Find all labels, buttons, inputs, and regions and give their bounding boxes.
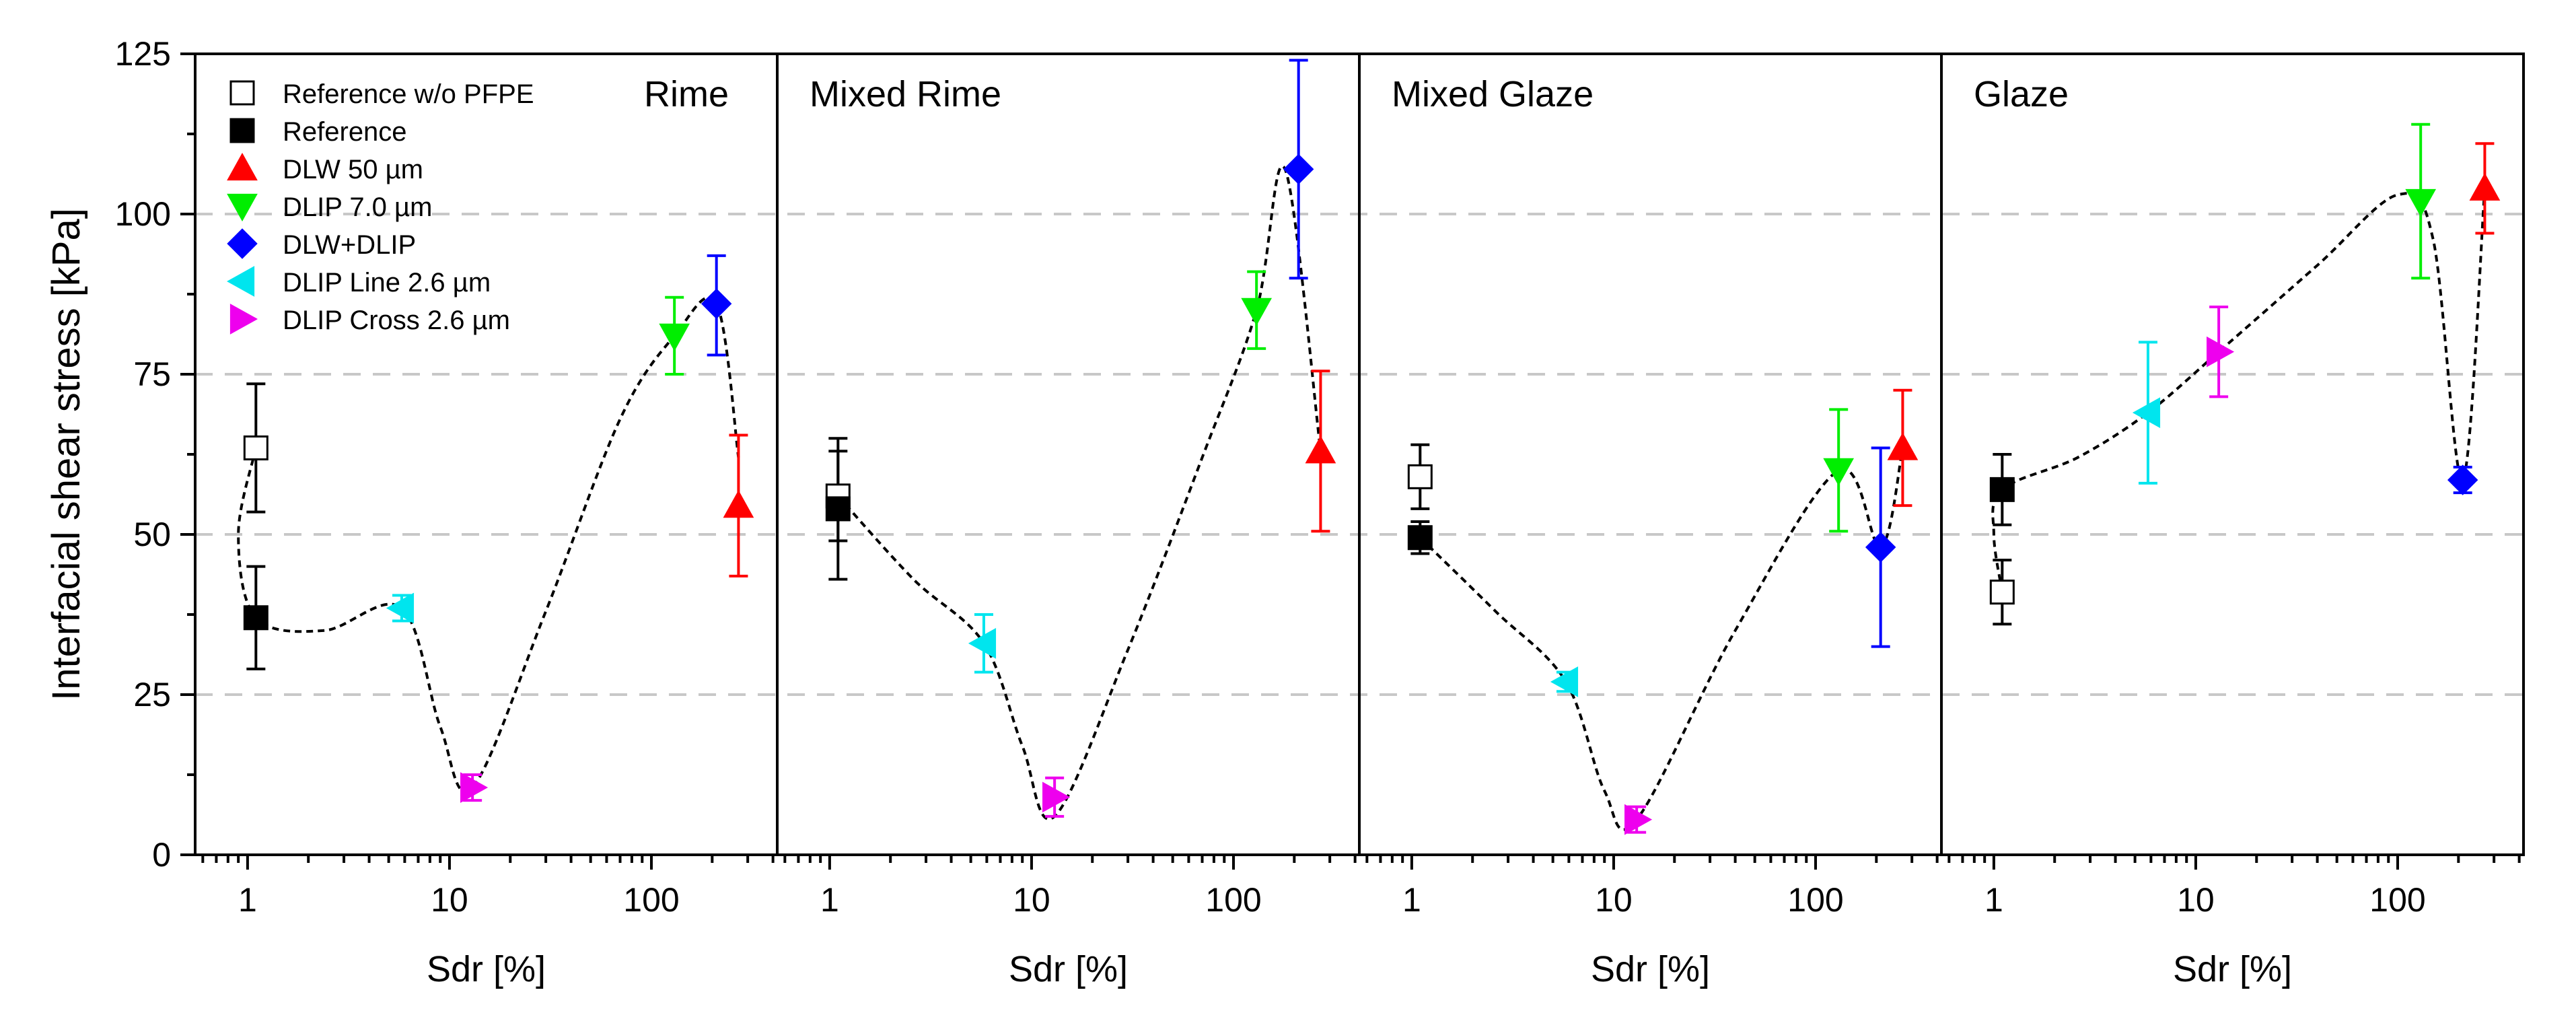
x-tick-label: 1 — [1984, 881, 2003, 919]
legend-item-dlip-cross-2-6-um: DLIP Cross 2.6 µm — [229, 304, 510, 335]
legend-item-dlip-7-0-um: DLIP 7.0 µm — [227, 193, 432, 222]
legend-item-dlip-line-2-6-um: DLIP Line 2.6 µm — [226, 266, 491, 298]
legend-label: DLIP Cross 2.6 µm — [283, 306, 510, 335]
legend-label: DLIP 7.0 µm — [283, 193, 432, 222]
point-dlip-cross-2-6-um — [1624, 804, 1653, 835]
point-dlw-50-um — [1305, 435, 1336, 464]
x-tick-label: 10 — [1595, 881, 1633, 919]
y-tick-label: 100 — [115, 195, 171, 233]
panel-title-glaze: Glaze — [1974, 74, 2069, 114]
point-dlip-7-0-um — [1241, 298, 1273, 326]
point-dlip-line-2-6-um — [386, 592, 415, 624]
point-dlip-line-2-6-um — [968, 627, 997, 659]
point-dlip-7-0-um — [659, 323, 690, 351]
point-reference-w-o-pfpe — [1407, 464, 1433, 489]
point-dlip-line-2-6-um — [2132, 397, 2161, 428]
x-tick-label: 1 — [1402, 881, 1421, 919]
point-dlw-dlip — [2447, 464, 2478, 495]
panel-title-mixed-rime: Mixed Rime — [810, 74, 1001, 114]
legend-item-dlw-50-um: DLW 50 µm — [227, 152, 423, 184]
legend-label: DLW+DLIP — [283, 230, 416, 260]
legend-item-dlw-dlip: DLW+DLIP — [227, 228, 416, 260]
panel-frame-glaze — [1940, 53, 2525, 856]
y-tick-label: 25 — [133, 676, 171, 713]
x-tick-label: 10 — [1013, 881, 1050, 919]
point-dlip-7-0-um — [1823, 458, 1855, 486]
x-axis-label: Sdr [%] — [1009, 949, 1128, 989]
x-tick-label: 10 — [431, 881, 468, 919]
point-dlw-50-um — [723, 490, 754, 518]
panel-title-mixed-glaze: Mixed Glaze — [1392, 74, 1594, 114]
point-dlip-cross-2-6-um — [2207, 336, 2235, 368]
point-dlip-7-0-um — [2405, 188, 2437, 217]
point-reference — [1407, 525, 1433, 551]
x-tick-label: 100 — [623, 881, 679, 919]
y-tick-label: 75 — [133, 355, 171, 393]
point-dlw-dlip — [701, 288, 732, 319]
y-axis-label: Interfacial shear stress [kPa] — [44, 208, 88, 701]
point-reference — [1989, 477, 2015, 502]
trend-line-mixed-rime — [836, 165, 1322, 820]
point-dlw-dlip — [1865, 532, 1896, 563]
x-tick-label: 100 — [2369, 881, 2425, 919]
legend-marker-reference — [229, 118, 255, 143]
x-axis-label: Sdr [%] — [2173, 949, 2292, 989]
legend-marker-dlw-50-um — [227, 152, 258, 181]
point-reference-w-o-pfpe — [243, 435, 269, 460]
legend-marker-dlip-7-0-um — [227, 193, 258, 222]
point-dlip-cross-2-6-um — [1042, 781, 1071, 813]
trend-line-mixed-glaze — [1419, 448, 1904, 831]
legend-marker-dlip-cross-2-6-um — [229, 304, 258, 335]
point-dlip-cross-2-6-um — [460, 772, 489, 803]
x-tick-label: 100 — [1787, 881, 1843, 919]
point-dlw-50-um — [2469, 172, 2501, 201]
point-reference — [825, 496, 851, 522]
legend-item-reference-w-o-pfpe: Reference w/o PFPE — [229, 79, 534, 109]
x-axis-label: Sdr [%] — [427, 949, 546, 989]
x-tick-label: 10 — [2177, 881, 2215, 919]
legend-label: Reference — [283, 117, 407, 147]
legend-label: DLW 50 µm — [283, 155, 423, 184]
y-tick-label: 50 — [133, 516, 171, 553]
y-tick-label: 125 — [115, 35, 171, 73]
legend-marker-dlw-dlip — [227, 228, 258, 259]
point-dlip-line-2-6-um — [1550, 666, 1579, 697]
point-dlw-50-um — [1887, 432, 1919, 460]
x-axis-label: Sdr [%] — [1591, 949, 1710, 989]
x-tick-label: 100 — [1205, 881, 1261, 919]
point-dlw-dlip — [1283, 153, 1314, 185]
point-reference-w-o-pfpe — [1989, 580, 2015, 605]
legend-label: Reference w/o PFPE — [283, 79, 534, 109]
x-tick-label: 1 — [238, 881, 257, 919]
panel-title-rime: Rime — [644, 74, 729, 114]
y-tick-label: 0 — [152, 836, 171, 874]
legend-marker-dlip-line-2-6-um — [226, 266, 255, 297]
legend-label: DLIP Line 2.6 µm — [283, 268, 491, 298]
point-reference — [243, 605, 269, 631]
legend-marker-reference-w-o-pfpe — [229, 80, 255, 106]
x-tick-label: 1 — [820, 881, 839, 919]
legend-item-reference: Reference — [229, 117, 407, 147]
